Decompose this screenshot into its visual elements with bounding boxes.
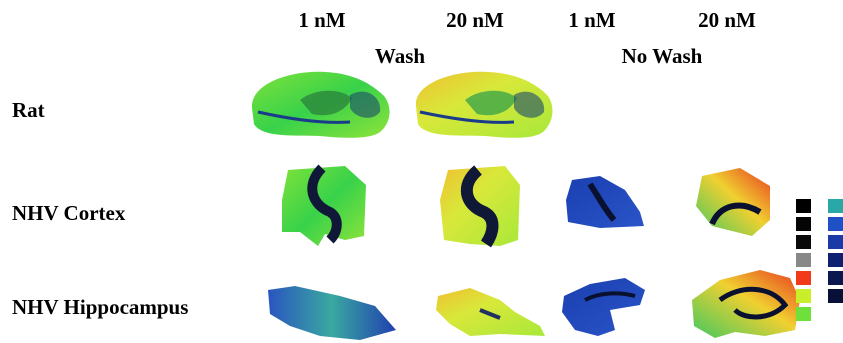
row-label: NHV Hippocampus xyxy=(12,295,188,319)
cortex-nowash-20nm xyxy=(696,168,770,236)
row-label: NHV Cortex xyxy=(12,201,126,225)
group-label: Wash xyxy=(375,44,426,68)
hippocampus-nowash-1nm xyxy=(562,278,645,336)
hippocampus-wash-20nm xyxy=(436,288,545,336)
figure: 1 nM 20 nM 1 nM 20 nM Wash No Wash Rat N… xyxy=(0,0,843,343)
row-label: Rat xyxy=(12,98,45,122)
column-label: 20 nM xyxy=(698,8,756,32)
cortex-wash-20nm xyxy=(440,166,520,246)
column-label: 20 nM xyxy=(446,8,504,32)
column-label: 1 nM xyxy=(568,8,615,32)
group-label: No Wash xyxy=(622,44,703,68)
hippocampus-nowash-20nm xyxy=(692,270,800,338)
column-label: 1 nM xyxy=(298,8,345,32)
cortex-nowash-1nm xyxy=(566,176,644,228)
cortex-wash-1nm xyxy=(282,166,366,246)
color-scale xyxy=(796,199,843,321)
rat-wash-20nm xyxy=(416,72,553,138)
hippocampus-wash-1nm xyxy=(268,286,396,340)
rat-wash-1nm xyxy=(252,72,390,138)
